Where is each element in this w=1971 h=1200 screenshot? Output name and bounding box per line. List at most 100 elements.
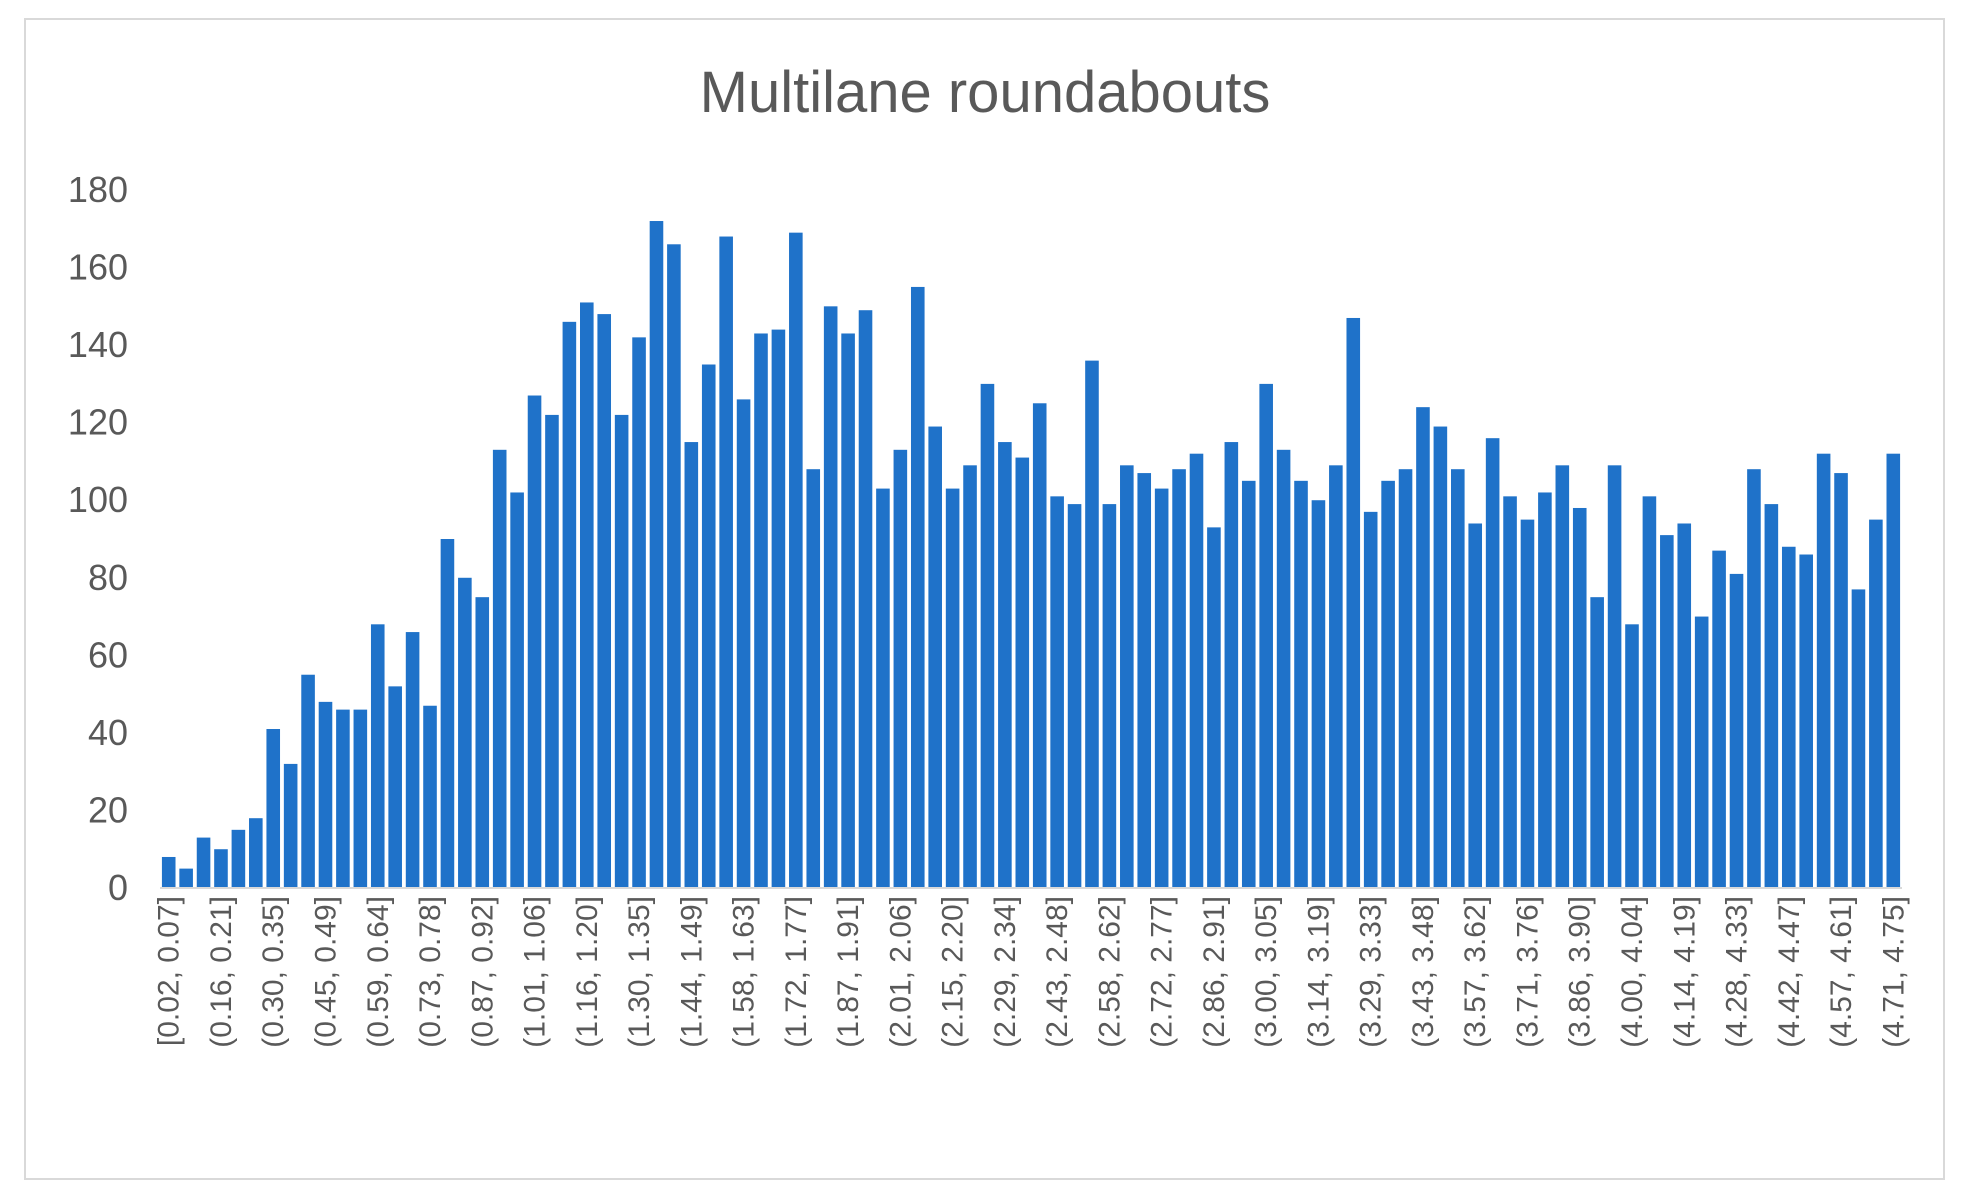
- bar: [1329, 465, 1343, 888]
- x-tick-label: (0.87, 0.92]: [466, 896, 499, 1048]
- bar: [1677, 523, 1692, 888]
- bar: [1694, 616, 1709, 888]
- y-tick-label: 0: [108, 867, 128, 908]
- bar: [963, 465, 977, 888]
- bar: [1381, 480, 1395, 888]
- x-tick-label: (4.28, 4.33]: [1721, 896, 1754, 1048]
- bar: [841, 333, 855, 889]
- bar: [1120, 465, 1134, 888]
- bar: [196, 837, 211, 888]
- bar: [1154, 488, 1169, 888]
- bar: [1032, 403, 1047, 888]
- y-tick-label: 140: [68, 324, 128, 365]
- bar: [1468, 523, 1483, 888]
- x-tick-label: (0.16, 0.21]: [205, 896, 238, 1048]
- bar: [876, 488, 890, 888]
- bar: [1851, 589, 1866, 888]
- bar: [510, 492, 524, 888]
- bar: [266, 729, 281, 888]
- bar: [1241, 480, 1256, 888]
- x-tick-label: (1.44, 1.49]: [675, 896, 708, 1048]
- bar: [806, 469, 821, 888]
- bar: [1224, 442, 1239, 888]
- bar: [1869, 519, 1883, 888]
- bar: [1712, 550, 1726, 888]
- x-tick-label: (1.72, 1.77]: [780, 896, 813, 1048]
- bar: [405, 632, 420, 888]
- bar: [597, 314, 612, 889]
- x-tick-label: (1.87, 1.91]: [832, 896, 865, 1048]
- bar: [1590, 597, 1604, 888]
- x-tick-label: (2.15, 2.20]: [937, 896, 970, 1048]
- bar: [614, 414, 629, 888]
- x-tick-label: (4.00, 4.04]: [1616, 896, 1649, 1048]
- bar: [353, 709, 368, 888]
- x-tick-label: (3.86, 3.90]: [1564, 896, 1597, 1048]
- bar: [1660, 535, 1674, 888]
- bar: [1259, 383, 1273, 888]
- bar: [1747, 469, 1761, 888]
- bar: [736, 399, 751, 888]
- bar: [684, 442, 699, 888]
- bar: [1451, 469, 1465, 888]
- x-tick-label: (1.58, 1.63]: [728, 896, 761, 1048]
- bar: [1172, 469, 1186, 888]
- y-axis: 0 20 40 60 80 100 120 140 160 180: [68, 169, 128, 908]
- x-axis: [0.02, 0.07] (0.16, 0.21] (0.30, 0.35] (0.4…: [153, 896, 1911, 1048]
- bar: [789, 232, 803, 888]
- bar: [527, 395, 542, 888]
- bar: [998, 442, 1012, 888]
- bar: [1625, 624, 1639, 888]
- bar: [1520, 519, 1535, 888]
- y-tick-label: 80: [88, 557, 128, 598]
- bar: [179, 868, 193, 888]
- bar: [458, 577, 472, 888]
- bar: [318, 701, 333, 888]
- bar: [423, 705, 437, 888]
- bar: [858, 310, 873, 889]
- x-tick-label: (0.45, 0.49]: [309, 896, 342, 1048]
- bar: [1363, 511, 1378, 888]
- bar: [1816, 453, 1831, 888]
- bar: [1137, 473, 1152, 888]
- bar: [492, 449, 507, 888]
- bar: [370, 624, 385, 888]
- bar: [580, 302, 594, 889]
- bar: [1607, 465, 1622, 888]
- bar: [1642, 496, 1657, 888]
- bar: [1555, 465, 1570, 888]
- x-tick-label: (3.00, 3.05]: [1250, 896, 1283, 1048]
- bar: [1485, 438, 1500, 888]
- y-tick-label: 160: [68, 247, 128, 288]
- bar: [632, 337, 646, 888]
- bar: [719, 236, 733, 888]
- x-tick-label: (0.73, 0.78]: [414, 896, 447, 1048]
- bar: [214, 849, 228, 888]
- x-tick-label: (3.14, 3.19]: [1302, 896, 1335, 1048]
- y-tick-label: 20: [88, 789, 128, 830]
- y-tick-label: 120: [68, 402, 128, 443]
- bar: [1276, 449, 1291, 888]
- bar: [980, 383, 995, 888]
- bar: [1764, 504, 1779, 888]
- bar: [440, 539, 455, 888]
- bar: [545, 414, 559, 888]
- bar: [945, 488, 960, 888]
- x-tick-label: (0.59, 0.64]: [362, 896, 395, 1048]
- bar: [1433, 426, 1448, 888]
- x-tick-label: (4.71, 4.75]: [1877, 896, 1910, 1048]
- x-tick-label: (3.29, 3.33]: [1355, 896, 1388, 1048]
- x-tick-label: (3.43, 3.48]: [1407, 896, 1440, 1048]
- bar: [1067, 504, 1082, 888]
- bar: [1834, 473, 1848, 888]
- bar: [1346, 317, 1361, 889]
- bar: [388, 686, 402, 888]
- bars: [161, 221, 1901, 889]
- x-tick-label: (2.01, 2.06]: [884, 896, 917, 1048]
- bar: [1799, 554, 1813, 888]
- x-tick-label: (3.57, 3.62]: [1459, 896, 1492, 1048]
- bar: [928, 426, 942, 888]
- bar: [1538, 492, 1552, 888]
- bar: [231, 829, 246, 888]
